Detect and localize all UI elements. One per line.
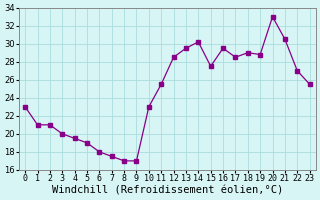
- X-axis label: Windchill (Refroidissement éolien,°C): Windchill (Refroidissement éolien,°C): [52, 186, 283, 196]
